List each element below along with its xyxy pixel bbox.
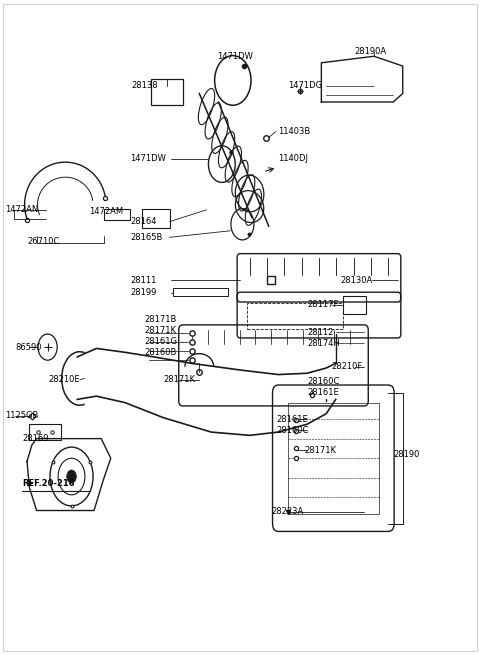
Text: 28190: 28190: [393, 451, 420, 459]
Text: 28161E: 28161E: [307, 388, 339, 398]
Text: 1471DW: 1471DW: [130, 155, 166, 163]
Bar: [343, 296, 366, 314]
Text: 28210E: 28210E: [48, 375, 80, 384]
Text: 28138: 28138: [131, 81, 157, 90]
Bar: [142, 208, 169, 228]
Text: 28160C: 28160C: [276, 426, 308, 435]
Text: 28171B: 28171B: [144, 314, 177, 324]
Bar: [152, 79, 182, 105]
Text: 86590: 86590: [15, 343, 42, 352]
Text: 28161E: 28161E: [276, 415, 308, 424]
Text: REF.20-216: REF.20-216: [22, 479, 75, 487]
Text: 28169: 28169: [22, 434, 49, 443]
Text: 1472AM: 1472AM: [89, 208, 123, 216]
Text: 28117F: 28117F: [307, 300, 338, 309]
Text: 11403B: 11403B: [278, 127, 311, 136]
Bar: [247, 303, 343, 329]
Text: 28111: 28111: [130, 276, 156, 285]
Text: 28130A: 28130A: [340, 276, 373, 285]
Bar: [288, 403, 379, 514]
Text: 28171K: 28171K: [305, 446, 336, 455]
Text: 1471DG: 1471DG: [288, 81, 322, 90]
Text: 26710C: 26710C: [27, 236, 60, 246]
Text: 28199: 28199: [130, 288, 156, 297]
Text: 28161G: 28161G: [144, 337, 177, 346]
Text: 28171K: 28171K: [163, 375, 195, 384]
Text: 1125GB: 1125GB: [5, 411, 39, 421]
Text: 28210F: 28210F: [331, 362, 362, 371]
Text: 28160C: 28160C: [307, 377, 339, 386]
Text: 1140DJ: 1140DJ: [278, 155, 308, 163]
Text: 28190A: 28190A: [355, 47, 387, 56]
Bar: [173, 288, 228, 296]
Text: 1472AN: 1472AN: [5, 206, 39, 214]
Bar: [29, 424, 60, 440]
Text: 28223A: 28223A: [271, 508, 303, 516]
Text: 28160B: 28160B: [144, 348, 177, 357]
Text: 28174H: 28174H: [307, 339, 340, 348]
Text: 28165B: 28165B: [130, 233, 162, 242]
Text: 28112: 28112: [307, 328, 334, 337]
Text: 28171K: 28171K: [144, 326, 176, 335]
Circle shape: [67, 470, 76, 483]
Bar: [104, 208, 130, 220]
Text: 1471DW: 1471DW: [217, 52, 253, 61]
Text: 28164: 28164: [130, 217, 156, 226]
